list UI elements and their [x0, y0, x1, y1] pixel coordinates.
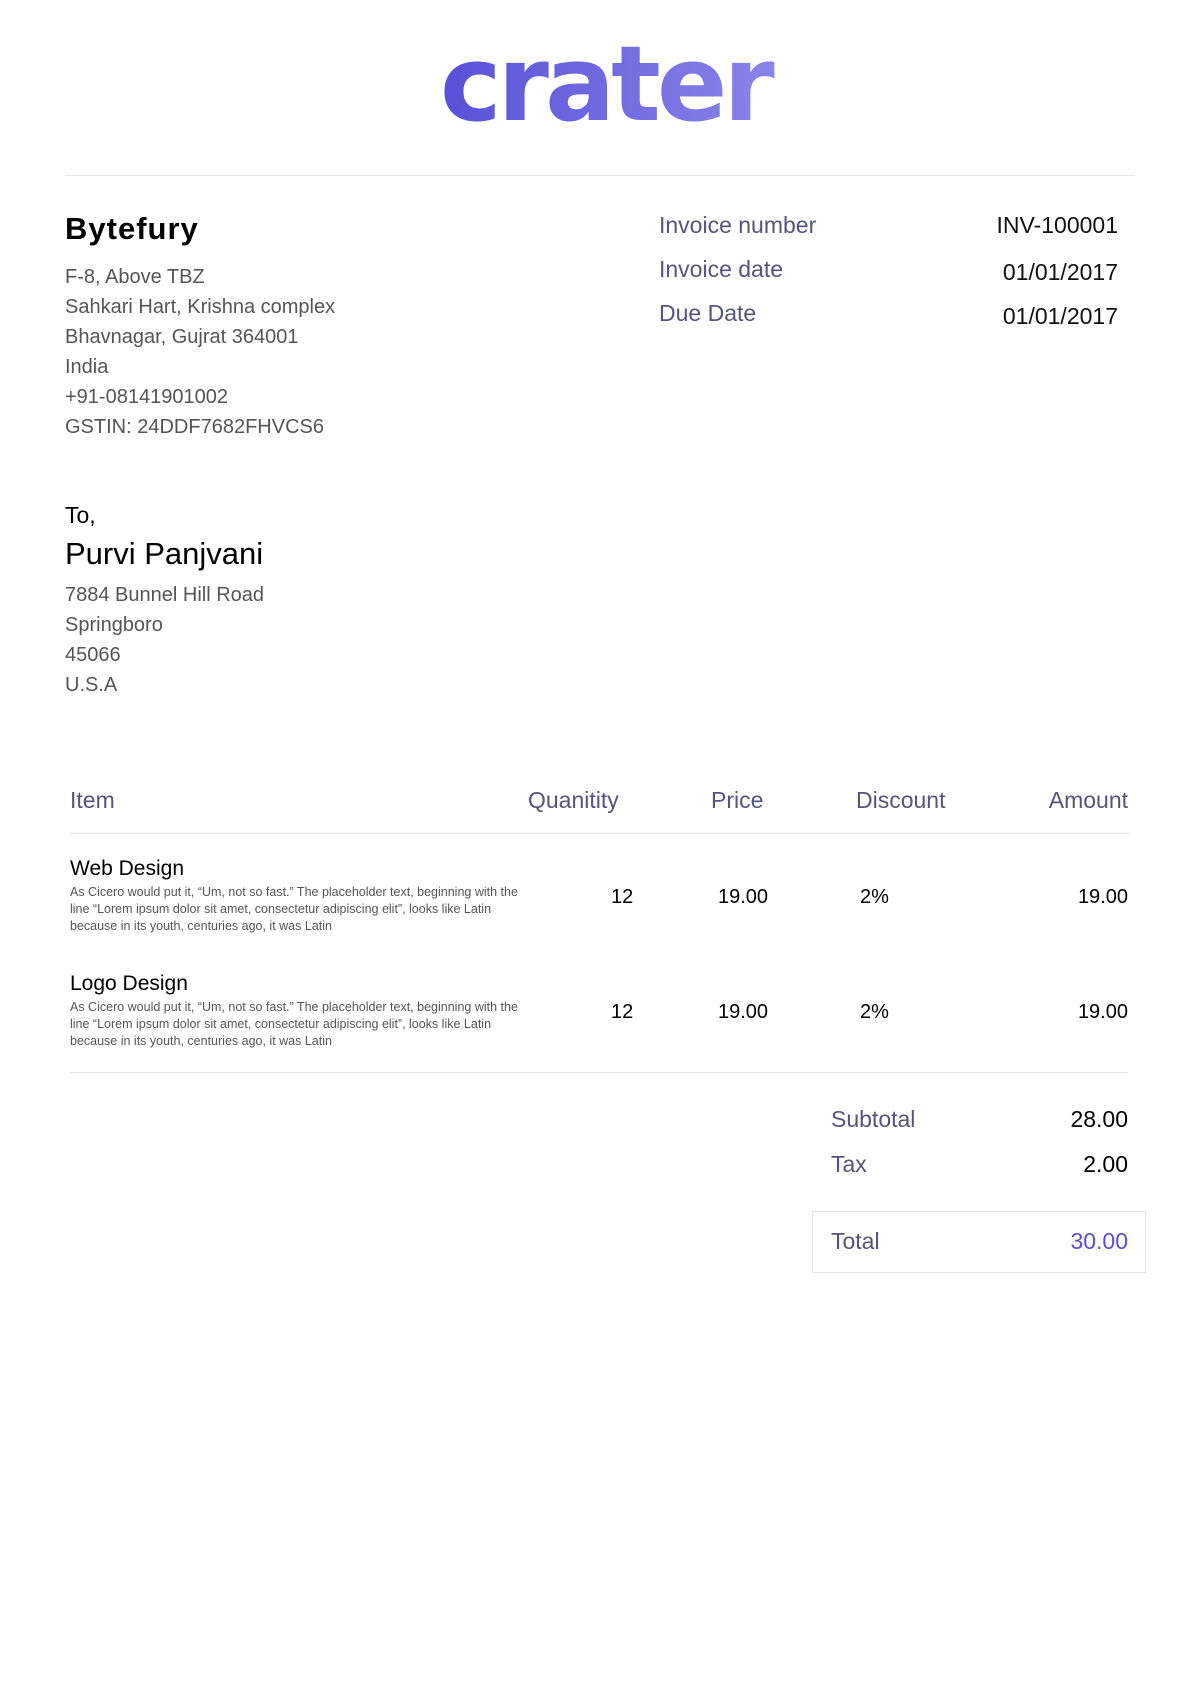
- item-discount: 2%: [860, 886, 889, 908]
- to-label: To,: [65, 502, 96, 528]
- due-date-value: 01/01/2017: [1002, 303, 1118, 329]
- tax-label: Tax: [831, 1151, 867, 1177]
- header-amount: Amount: [1048, 787, 1128, 813]
- item-amount: 19.00: [1077, 886, 1128, 908]
- tax-value: 2.00: [1083, 1151, 1128, 1177]
- item-amount: 19.00: [1077, 1001, 1128, 1023]
- invoice-date-label: Invoice date: [659, 256, 784, 282]
- item-title: Logo Design: [70, 972, 188, 995]
- header-discount: Discount: [856, 787, 946, 813]
- header-price: Price: [711, 787, 764, 813]
- address-line: U.S.A: [65, 674, 118, 696]
- table-header-divider: [70, 833, 1130, 834]
- total-label: Total: [831, 1228, 880, 1254]
- table-footer-divider: [70, 1072, 1128, 1073]
- address-line: 7884 Bunnel Hill Road: [65, 584, 265, 606]
- item-title: Web Design: [70, 857, 185, 880]
- due-date-label: Due Date: [659, 300, 757, 326]
- total-box: [812, 1211, 1146, 1273]
- header-item: Item: [70, 787, 115, 813]
- address-line: GSTIN: 24DDF7682FHVCS6: [65, 416, 324, 438]
- customer-address: 7884 Bunnel Hill Road Springboro 45066 U…: [65, 580, 264, 700]
- item-description: As Cicero would put it, “Um, not so fast…: [70, 885, 518, 933]
- header-divider: [65, 175, 1135, 176]
- address-line: Sahkari Hart, Krishna complex: [65, 296, 336, 318]
- item-price: 19.00: [718, 1001, 769, 1023]
- company-address: F-8, Above TBZ Sahkari Hart, Krishna com…: [65, 262, 335, 442]
- item-quantity: 12: [611, 886, 634, 908]
- customer-name: Purvi Panjvani: [65, 536, 264, 571]
- item-quantity: 12: [611, 1001, 634, 1023]
- address-line: India: [65, 356, 109, 378]
- invoice-date-value: 01/01/2017: [1002, 259, 1118, 285]
- invoice-number-label: Invoice number: [659, 212, 817, 238]
- crater-logo: crater: [440, 42, 778, 132]
- address-line: F-8, Above TBZ: [65, 266, 205, 288]
- address-line: Bhavnagar, Gujrat 364001: [65, 326, 299, 348]
- subtotal-value: 28.00: [1070, 1106, 1128, 1132]
- header-quantity: Quanitity: [528, 787, 619, 813]
- address-line: 45066: [65, 644, 121, 666]
- total-value: 30.00: [1070, 1228, 1128, 1254]
- svg-text:crater: crater: [440, 42, 774, 132]
- item-price: 19.00: [718, 886, 769, 908]
- address-line: Springboro: [65, 614, 163, 636]
- subtotal-label: Subtotal: [831, 1106, 916, 1132]
- invoice-number-value: INV-100001: [996, 212, 1118, 238]
- company-name: Bytefury: [65, 211, 199, 246]
- address-line: +91-08141901002: [65, 386, 228, 408]
- item-description: As Cicero would put it, “Um, not so fast…: [70, 1000, 518, 1048]
- item-discount: 2%: [860, 1001, 889, 1023]
